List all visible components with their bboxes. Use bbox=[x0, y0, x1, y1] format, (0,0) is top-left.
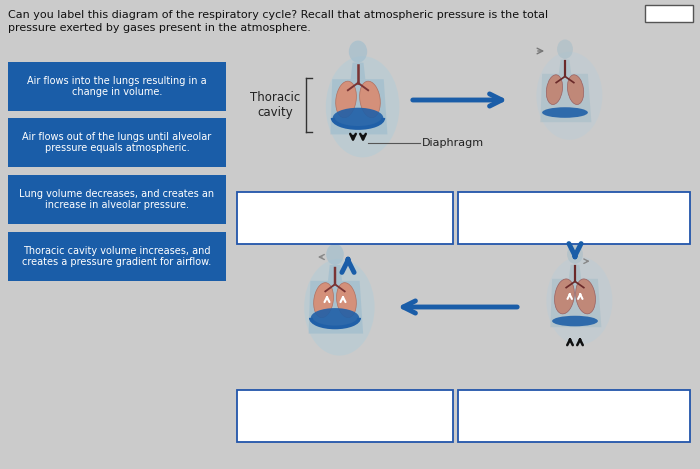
Ellipse shape bbox=[337, 283, 356, 318]
Polygon shape bbox=[559, 60, 571, 74]
Bar bbox=[237, 390, 453, 442]
Bar bbox=[458, 192, 690, 244]
Ellipse shape bbox=[575, 279, 596, 314]
Text: Thoracic
cavity: Thoracic cavity bbox=[250, 91, 300, 119]
Polygon shape bbox=[550, 279, 601, 327]
Ellipse shape bbox=[304, 259, 374, 356]
Ellipse shape bbox=[336, 81, 356, 118]
Ellipse shape bbox=[332, 108, 384, 128]
Ellipse shape bbox=[547, 257, 612, 345]
Ellipse shape bbox=[546, 75, 563, 105]
Polygon shape bbox=[351, 63, 365, 79]
Ellipse shape bbox=[311, 308, 359, 327]
Bar bbox=[8, 175, 226, 224]
Text: 0.8 pts: 0.8 pts bbox=[651, 8, 687, 18]
Bar bbox=[645, 5, 693, 22]
Polygon shape bbox=[309, 281, 363, 333]
Ellipse shape bbox=[568, 75, 584, 105]
Ellipse shape bbox=[360, 81, 380, 118]
Text: Air flows out of the lungs until alveolar
pressure equals atmospheric.: Air flows out of the lungs until alveola… bbox=[22, 132, 211, 153]
Text: Thoracic cavity volume increases, and
creates a pressure gradient for airflow.: Thoracic cavity volume increases, and cr… bbox=[22, 246, 211, 267]
Bar bbox=[8, 118, 226, 167]
Text: Lung volume decreases, and creates an
increase in alveolar pressure.: Lung volume decreases, and creates an in… bbox=[20, 189, 215, 210]
Text: Can you label this diagram of the respiratory cycle? Recall that atmospheric pre: Can you label this diagram of the respir… bbox=[8, 10, 548, 20]
Polygon shape bbox=[569, 265, 581, 279]
Bar bbox=[237, 192, 453, 244]
Text: Air flows into the lungs resulting in a
change in volume.: Air flows into the lungs resulting in a … bbox=[27, 76, 207, 97]
Polygon shape bbox=[540, 74, 592, 122]
Bar bbox=[458, 390, 690, 442]
Ellipse shape bbox=[554, 279, 574, 314]
Polygon shape bbox=[330, 79, 387, 135]
Ellipse shape bbox=[349, 40, 368, 63]
Ellipse shape bbox=[314, 283, 333, 318]
Polygon shape bbox=[328, 265, 342, 281]
Ellipse shape bbox=[536, 52, 603, 140]
Ellipse shape bbox=[542, 107, 588, 118]
Ellipse shape bbox=[557, 39, 573, 59]
Ellipse shape bbox=[326, 56, 400, 158]
Bar bbox=[8, 62, 226, 111]
Ellipse shape bbox=[567, 244, 583, 264]
Ellipse shape bbox=[552, 316, 598, 326]
Ellipse shape bbox=[326, 244, 344, 265]
Text: Diaphragm: Diaphragm bbox=[422, 138, 484, 148]
Bar bbox=[8, 232, 226, 281]
Text: pressure exerted by gases present in the atmosphere.: pressure exerted by gases present in the… bbox=[8, 23, 311, 33]
